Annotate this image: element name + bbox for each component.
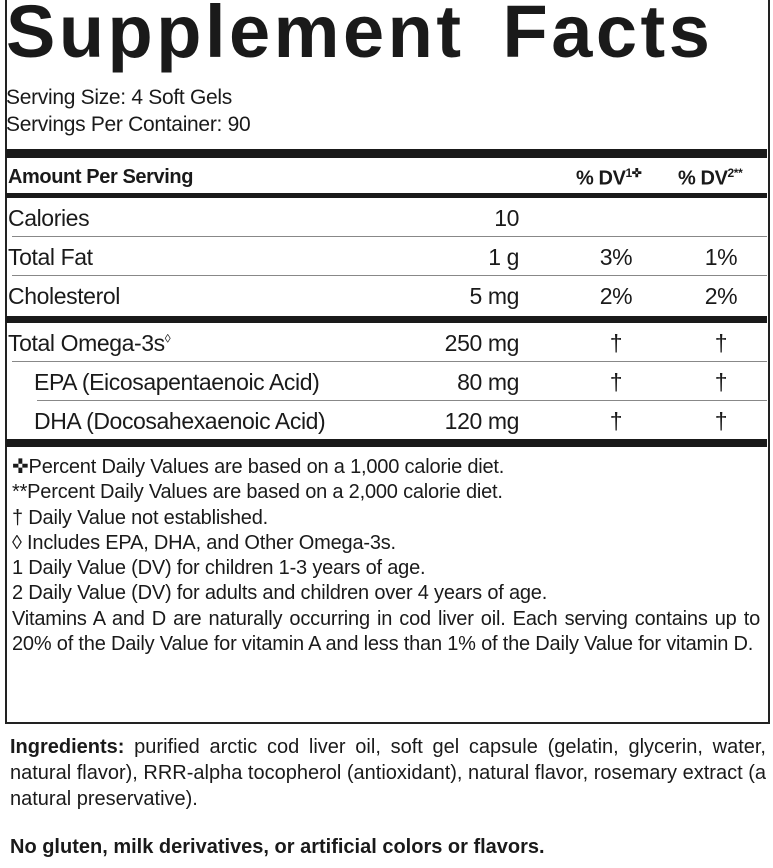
footnotes: ✜Percent Daily Values are based on a 1,0… <box>12 455 762 657</box>
divider-medium <box>6 193 767 198</box>
nutrient-name: Total Omega-3s◊ <box>8 330 171 356</box>
dv-children: † <box>609 369 623 395</box>
ingredients: Ingredients: purified arctic cod liver o… <box>10 734 766 812</box>
supplement-facts-panel <box>5 0 770 724</box>
dv-adults: 2% <box>704 283 738 309</box>
table-row: Cholesterol 5 mg 2% 2% <box>6 276 767 314</box>
dv-children: 2% <box>599 283 633 309</box>
footnote: **Percent Daily Values are based on a 2,… <box>12 481 503 504</box>
divider-thick <box>6 149 767 158</box>
dv-adults: † <box>714 408 728 434</box>
header-dv1: % DV1✜ <box>576 166 642 190</box>
vitamin-note: Vitamins A and D are naturally occurring… <box>12 607 760 656</box>
footnote: 2 Daily Value (DV) for adults and childr… <box>12 582 548 605</box>
nutrient-name: Cholesterol <box>8 283 120 309</box>
table-row: Calories 10 <box>6 198 767 236</box>
nutrient-amount: 80 mg <box>457 369 519 395</box>
row-divider <box>37 400 767 401</box>
nutrient-name: EPA (Eicosapentaenoic Acid) <box>34 369 320 395</box>
nutrient-amount: 120 mg <box>444 408 520 434</box>
panel-title: Supplement Facts <box>6 0 714 73</box>
footnote: 1 Daily Value (DV) for children 1-3 year… <box>12 557 426 580</box>
ingredients-text: purified arctic cod liver oil, soft gel … <box>10 736 766 810</box>
table-row: Total Fat 1 g 3% 1% <box>6 237 767 275</box>
row-divider <box>12 275 767 276</box>
free-from-statement: No gluten, milk derivatives, or artifici… <box>10 836 545 858</box>
header-dv2: % DV2** <box>678 166 743 190</box>
dv-adults: † <box>714 369 728 395</box>
serving-size: Serving Size: 4 Soft Gels <box>6 86 232 109</box>
dv-children: † <box>609 330 623 356</box>
table-header: Amount Per Serving % DV1✜ % DV2** <box>6 158 767 196</box>
table-row: Total Omega-3s◊ 250 mg † † <box>6 323 767 361</box>
nutrient-amount: 5 mg <box>469 283 519 309</box>
footnote: † Daily Value not established. <box>12 506 269 529</box>
divider-thick <box>6 439 767 447</box>
row-divider <box>12 361 767 362</box>
nutrient-amount: 1 g <box>488 244 519 270</box>
nutrient-name: DHA (Docosahexaenoic Acid) <box>34 408 326 434</box>
dv-adults: † <box>714 330 728 356</box>
footnote: ◊ Includes EPA, DHA, and Other Omega-3s. <box>12 531 396 554</box>
nutrient-name: Total Fat <box>8 244 93 270</box>
table-row: DHA (Docosahexaenoic Acid) 120 mg † † <box>6 401 767 439</box>
nutrient-amount: 10 <box>494 205 519 231</box>
dv-children: † <box>609 408 623 434</box>
servings-per-container: Servings Per Container: 90 <box>6 113 251 136</box>
dv-children: 3% <box>599 244 633 270</box>
table-row: EPA (Eicosapentaenoic Acid) 80 mg † † <box>6 362 767 400</box>
row-divider <box>12 236 767 237</box>
ingredients-label: Ingredients: <box>10 736 125 758</box>
header-amount: Amount Per Serving <box>8 166 194 188</box>
nutrient-name: Calories <box>8 205 90 231</box>
nutrient-amount: 250 mg <box>444 330 520 356</box>
footnote: ✜Percent Daily Values are based on a 1,0… <box>12 456 505 478</box>
dv-adults: 1% <box>704 244 738 270</box>
divider-thick <box>6 316 767 323</box>
